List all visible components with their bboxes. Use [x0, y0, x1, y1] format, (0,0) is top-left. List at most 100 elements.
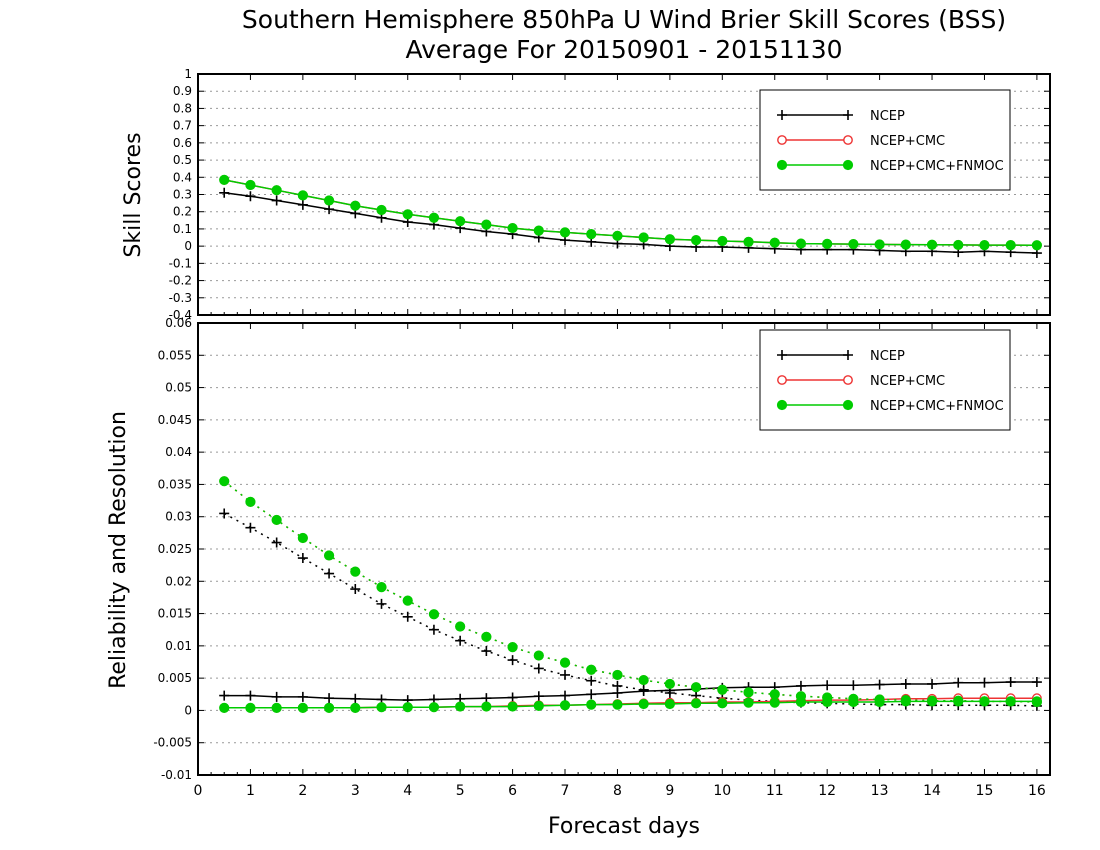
plus-marker: [900, 678, 911, 689]
filled-circle-marker: [376, 702, 387, 713]
x-tick-label: 5: [456, 783, 465, 799]
filled-circle-marker: [323, 702, 335, 713]
series-ncep-cmc-fnmoc-dotted: [219, 476, 1042, 708]
plus-marker: [324, 693, 335, 704]
x-tick-label: 7: [561, 783, 570, 799]
filled-circle-marker: [323, 195, 335, 206]
filled-circle-marker: [842, 399, 854, 411]
plus-marker: [507, 692, 518, 703]
filled-circle-marker: [533, 650, 544, 661]
filled-circle-marker: [926, 239, 938, 250]
filled-circle-marker: [455, 621, 466, 632]
plus-marker: [586, 675, 597, 686]
x-tick-label: 3: [351, 783, 360, 799]
filled-circle-marker: [350, 200, 361, 211]
plus-marker: [953, 677, 964, 688]
filled-circle-marker: [586, 228, 597, 240]
filled-circle-marker: [769, 697, 780, 708]
plus-marker: [219, 187, 230, 198]
filled-circle-marker: [271, 702, 282, 713]
filled-circle-marker: [533, 700, 544, 712]
filled-circle-marker: [795, 238, 807, 249]
plus-marker: [777, 110, 787, 120]
legend-entry: NCEP+CMC: [870, 134, 945, 149]
plus-marker: [428, 624, 439, 635]
filled-circle-marker: [507, 222, 518, 234]
x-tick-label: 16: [1028, 783, 1046, 799]
y-tick-label: 0.015: [158, 607, 192, 621]
y-tick-label: 0.5: [173, 153, 192, 167]
filled-circle-marker: [743, 687, 754, 698]
y-tick-label: 0.03: [165, 510, 192, 524]
x-axis-label: Forecast days: [548, 814, 700, 839]
filled-circle-marker: [297, 190, 308, 201]
plus-marker: [1031, 677, 1042, 688]
filled-circle-marker: [219, 174, 230, 185]
y-tick-label: 1: [184, 67, 192, 81]
series-line: [223, 480, 1037, 703]
plus-marker: [777, 350, 787, 360]
y-tick-label: 0.6: [173, 136, 192, 150]
plus-marker: [297, 553, 308, 564]
filled-circle-marker: [1005, 240, 1016, 251]
plus-marker: [271, 537, 282, 548]
filled-circle-marker: [323, 550, 335, 561]
filled-circle-marker: [717, 235, 728, 247]
open-circle-marker: [843, 375, 853, 385]
y-tick-label: -0.1: [169, 256, 192, 270]
filled-circle-marker: [953, 695, 964, 706]
x-tick-label: 12: [818, 783, 836, 799]
filled-circle-marker: [874, 694, 885, 705]
x-tick-label: 13: [871, 783, 889, 799]
filled-circle-marker: [842, 159, 854, 171]
filled-circle-marker: [455, 701, 466, 712]
x-tick-label: 1: [246, 783, 255, 799]
filled-circle-marker: [586, 664, 597, 675]
plot-frame: [197, 73, 1051, 316]
legend-entry: NCEP+CMC+FNMOC: [870, 399, 1004, 414]
bottom-y-axis-label: Reliability and Resolution: [106, 411, 131, 689]
x-tick-label: 0: [194, 783, 203, 799]
open-circle-marker: [777, 375, 787, 385]
chart-subtitle: Average For 20150901 - 20151130: [405, 35, 842, 64]
filled-circle-marker: [776, 399, 788, 411]
filled-circle-marker: [664, 678, 675, 690]
filled-circle-marker: [664, 698, 675, 710]
x-tick-label: 8: [613, 783, 622, 799]
series-ncep: [219, 187, 1042, 259]
filled-circle-marker: [743, 697, 754, 708]
y-tick-label: -0.4: [169, 308, 192, 322]
series-ncep-cmc-fnmoc: [219, 174, 1042, 251]
plus-marker: [560, 669, 571, 680]
series-line: [224, 681, 1037, 701]
filled-circle-marker: [428, 212, 440, 223]
y-tick-label: 0.045: [158, 413, 192, 427]
y-tick-label: 0.1: [173, 222, 192, 236]
y-tick-label: 0.05: [165, 381, 192, 395]
x-tick-label: 11: [766, 783, 784, 799]
filled-circle-marker: [350, 702, 361, 713]
filled-circle-marker: [533, 225, 544, 236]
open-circle-marker: [777, 135, 787, 145]
y-tick-label: 0.055: [158, 348, 192, 362]
filled-circle-marker: [717, 684, 728, 695]
filled-circle-marker: [1031, 240, 1042, 251]
plus-marker: [795, 680, 806, 691]
filled-circle-marker: [271, 185, 282, 196]
y-tick-label: 0: [184, 239, 192, 253]
plus-marker: [927, 678, 938, 689]
filled-circle-marker: [848, 238, 859, 250]
plus-marker: [533, 691, 544, 702]
plus-marker: [848, 680, 859, 691]
filled-circle-marker: [769, 689, 780, 700]
y-tick-label: 0.04: [165, 445, 192, 459]
y-tick-label: -0.01: [161, 768, 192, 782]
y-tick-label: 0.2: [173, 205, 192, 219]
filled-circle-marker: [402, 702, 413, 713]
plus-marker: [843, 110, 853, 120]
plus-marker: [350, 693, 361, 704]
legend-entry: NCEP: [870, 349, 905, 364]
plus-marker: [271, 691, 282, 702]
plus-marker: [297, 199, 308, 210]
filled-circle-marker: [297, 702, 308, 713]
